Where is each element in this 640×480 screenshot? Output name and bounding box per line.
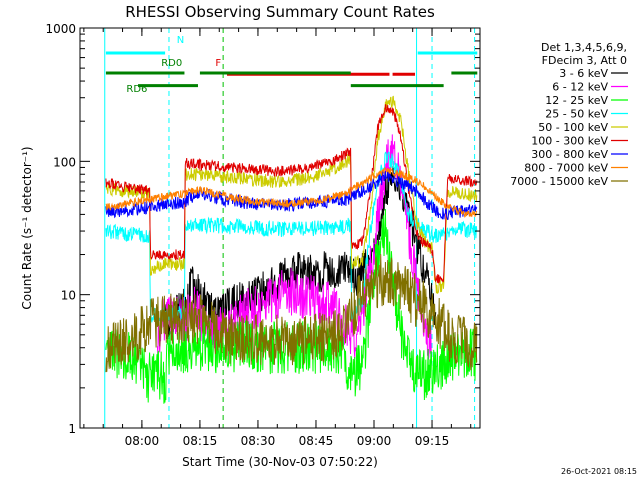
series-line-6 — [105, 170, 478, 221]
legend-header-line-2: FDecim 3, Att 0 — [542, 54, 627, 67]
legend-header-line-1: Det 1,3,4,5,6,9, — [541, 41, 627, 54]
legend-label-1: 6 - 12 keV — [552, 81, 608, 94]
x-axis-ticks: 08:00 08:15 08:30 08:45 09:00 09:15 — [83, 28, 472, 448]
x-tick-label-4: 09:00 — [357, 434, 392, 448]
flag-label-n: N — [177, 35, 184, 46]
x-tick-label-3: 08:45 — [299, 434, 334, 448]
x-tick-label-1: 08:15 — [183, 434, 218, 448]
series-line-7 — [105, 166, 478, 218]
x-tick-label-2: 08:30 — [241, 434, 276, 448]
flag-label-rd6: RD6 — [126, 84, 147, 95]
legend-label-2: 12 - 25 keV — [545, 94, 608, 107]
x-tick-label-5: 09:15 — [415, 434, 450, 448]
flag-label-f: F — [215, 58, 221, 69]
x-axis-label: Start Time (30-Nov-03 07:50:22) — [182, 455, 378, 469]
plot-frame — [79, 27, 481, 429]
series-line-0 — [164, 161, 437, 339]
legend-label-8: 7000 - 15000 keV — [510, 175, 608, 188]
series-line-4 — [105, 95, 478, 294]
chart-title: RHESSI Observing Summary Count Rates — [125, 3, 435, 21]
y-tick-label-1: 10 — [61, 289, 76, 303]
series-line-5 — [105, 104, 478, 284]
flag-bars: N F RD0 RD6 — [105, 35, 478, 95]
y-tick-label-3: 1000 — [45, 22, 76, 36]
legend-label-4: 50 - 100 keV — [538, 121, 608, 134]
y-axis-label: Count Rate (s⁻¹ detector⁻¹) — [20, 146, 34, 309]
y-tick-label-0: 1 — [68, 422, 76, 436]
legend-label-5: 100 - 300 keV — [531, 135, 608, 148]
x-tick-label-0: 08:00 — [125, 434, 160, 448]
legend: Det 1,3,4,5,6,9, FDecim 3, Att 0 3 - 6 k… — [510, 41, 628, 188]
legend-label-3: 25 - 50 keV — [545, 108, 608, 121]
timestamp: 26-Oct-2021 08:15 — [561, 467, 637, 476]
series-layer — [105, 95, 478, 404]
y-tick-label-2: 100 — [53, 155, 76, 169]
legend-label-7: 800 - 7000 keV — [524, 162, 608, 175]
legend-label-6: 300 - 800 keV — [531, 148, 608, 161]
series-line-8 — [105, 254, 478, 373]
flag-label-rd0: RD0 — [161, 58, 182, 69]
y-axis-ticks: 1 10 100 1000 — [45, 22, 480, 436]
legend-label-0: 3 - 6 keV — [559, 67, 608, 80]
